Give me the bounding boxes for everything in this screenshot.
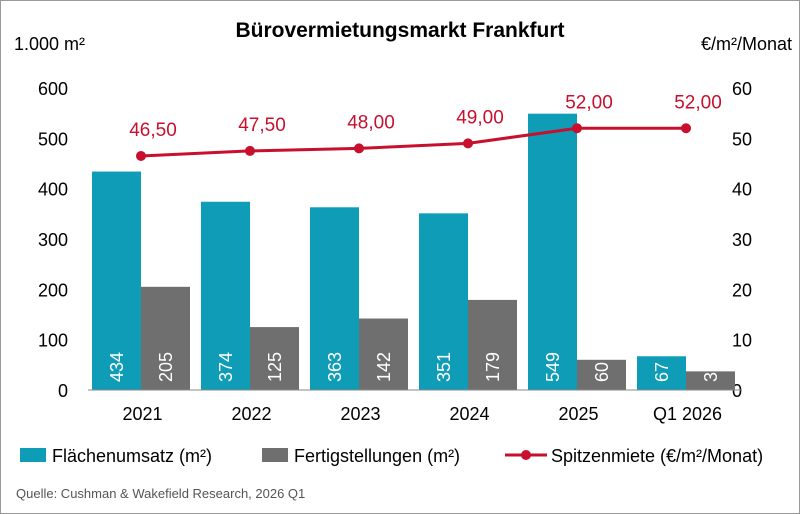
bar-value-label: 37: [701, 362, 721, 382]
category-label: 2025: [558, 404, 598, 424]
legend-swatch-fertigstellungen: [262, 448, 288, 462]
bar: [201, 201, 250, 390]
left-tick-label: 300: [38, 230, 68, 250]
line-value-label: 52,00: [565, 92, 613, 113]
line-point: [136, 150, 146, 161]
left-tick-label: 500: [38, 129, 68, 149]
left-tick-label: 400: [38, 180, 68, 200]
legend-swatch-flaechenumsatz: [20, 448, 46, 462]
legend-label-flaechenumsatz: Flächenumsatz (m²): [52, 446, 212, 466]
line-point: [681, 123, 691, 134]
bar: [577, 359, 626, 390]
left-tick-label: 100: [38, 331, 68, 351]
category-label: 2024: [449, 404, 489, 424]
left-axis-unit: 1.000 m²: [14, 34, 85, 54]
x-axis-categories: 2021 2022 2023 2024 2025 Q1 2026: [122, 404, 722, 424]
category-label: 2023: [340, 404, 380, 424]
bar: [528, 113, 577, 391]
bar: [250, 327, 299, 390]
right-tick-label: 20: [732, 280, 752, 300]
line-point: [572, 123, 582, 134]
line-point: [463, 138, 473, 149]
right-tick-label: 30: [732, 230, 752, 250]
bar: [419, 213, 468, 390]
line-value-label: 48,00: [347, 112, 395, 133]
bar: [637, 356, 686, 390]
line-value-label: 52,00: [674, 92, 722, 113]
left-tick-label: 200: [38, 280, 68, 300]
right-tick-label: 10: [732, 331, 752, 351]
category-label: Q1 2026: [653, 404, 722, 424]
bar-value-label: 363: [325, 352, 345, 382]
left-tick-label: 600: [38, 79, 68, 99]
bar-value-label: 67: [652, 362, 672, 382]
line-value-label: 47,50: [238, 115, 286, 136]
bar: [686, 371, 735, 390]
bar-series: 434 205 374 125 363 142 351 179 549 60 67 37: [92, 113, 735, 391]
bar-value-label: 60: [592, 362, 612, 382]
right-axis-ticks: 0 10 20 30 40 50 60: [732, 79, 752, 401]
line-point: [245, 145, 255, 156]
spitzenmiete-line: [140, 126, 686, 158]
chart-title: Bürovermietungsmarkt Frankfurt: [235, 19, 564, 42]
right-axis-unit: €/m²/Monat: [701, 34, 792, 54]
bar-value-label: 142: [374, 352, 394, 382]
bar: [468, 299, 517, 390]
bar-value-label: 125: [265, 352, 285, 382]
bar-value-label: 205: [156, 352, 176, 382]
legend-marker-spitzenmiete: [521, 450, 531, 460]
legend-label-fertigstellungen: Fertigstellungen (m²): [294, 446, 460, 466]
right-tick-label: 50: [732, 129, 752, 149]
left-tick-label: 0: [58, 381, 68, 401]
category-label: 2021: [122, 404, 162, 424]
left-axis-ticks: 0 100 200 300 400 500 600: [38, 79, 68, 401]
line-series: 46,50 47,50 48,00 49,00 52,00 52,00: [129, 92, 722, 161]
source-note: Quelle: Cushman & Wakefield Research, 20…: [16, 486, 305, 501]
bar-value-label: 434: [107, 352, 127, 382]
bar: [141, 286, 190, 390]
bar-value-label: 351: [434, 352, 454, 382]
right-tick-label: 40: [732, 180, 752, 200]
legend: Flächenumsatz (m²) Fertigstellungen (m²)…: [20, 446, 763, 466]
bar: [310, 207, 359, 390]
right-tick-label: 0: [732, 381, 742, 401]
bar: [359, 318, 408, 390]
bar: [92, 171, 141, 390]
right-tick-label: 60: [732, 79, 752, 99]
legend-label-spitzenmiete: Spitzenmiete (€/m²/Monat): [551, 446, 763, 466]
bar-value-label: 549: [543, 352, 563, 382]
bar-value-label: 179: [483, 352, 503, 382]
line-value-label: 49,00: [456, 107, 504, 128]
line-value-label: 46,50: [129, 120, 177, 141]
line-point: [354, 143, 364, 154]
category-label: 2022: [231, 404, 271, 424]
bar-value-label: 374: [216, 352, 236, 382]
